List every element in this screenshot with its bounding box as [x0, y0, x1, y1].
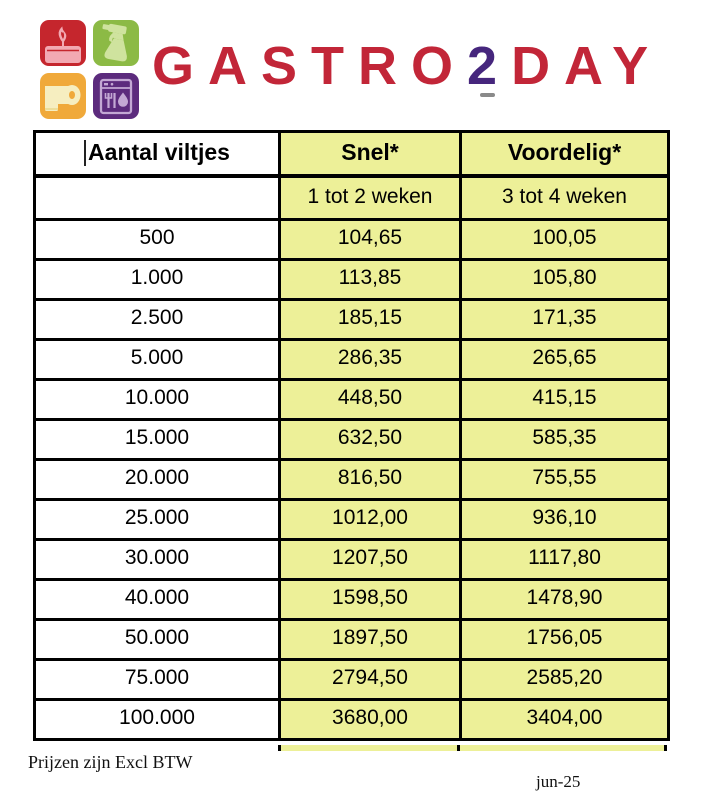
header-aantal-viltjes: Aantal viltjes: [36, 133, 281, 178]
voordelig-price-cell: 1117,80: [462, 541, 667, 581]
snel-price-cell: 113,85: [281, 261, 462, 301]
toilet-paper-icon: [40, 73, 86, 119]
aantal-cell: 2.500: [36, 301, 281, 341]
brand-prefix: GASTRO: [152, 36, 468, 96]
table-row: 15.000 632,50 585,35: [36, 421, 667, 461]
voordelig-price-cell: 100,05: [462, 221, 667, 261]
subheader-snel-leadtime: 1 tot 2 weken: [281, 178, 462, 221]
brand-suffix: DAY: [511, 36, 663, 96]
date-stamp: jun-25: [536, 772, 581, 791]
table-row: 30.000 1207,50 1117,80: [36, 541, 667, 581]
snel-price-cell: 104,65: [281, 221, 462, 261]
table-row: 40.000 1598,50 1478,90: [36, 581, 667, 621]
table-row: 1.000 113,85 105,80: [36, 261, 667, 301]
price-table: Aantal viltjes Snel* Voordelig* 1 tot 2 …: [33, 130, 670, 741]
header-aantal-label: Aantal viltjes: [88, 138, 230, 165]
snel-price-cell: 1012,00: [281, 501, 462, 541]
subheader-voordelig-leadtime: 3 tot 4 weken: [462, 178, 667, 221]
table-row: 10.000 448,50 415,15: [36, 381, 667, 421]
spray-bottle-icon: [93, 20, 139, 66]
header-voordelig: Voordelig*: [462, 133, 667, 178]
snel-price-cell: 2794,50: [281, 661, 462, 701]
header-snel: Snel*: [281, 133, 462, 178]
table-row: 100.000 3680,00 3404,00: [36, 701, 667, 738]
aantal-cell: 5.000: [36, 341, 281, 381]
voordelig-price-cell: 3404,00: [462, 701, 667, 738]
snel-price-cell: 1897,50: [281, 621, 462, 661]
table-row: 5.000 286,35 265,65: [36, 341, 667, 381]
voordelig-price-cell: 2585,20: [462, 661, 667, 701]
table-row: 20.000 816,50 755,55: [36, 461, 667, 501]
aantal-cell: 10.000: [36, 381, 281, 421]
brand-digit: 2: [467, 36, 512, 96]
snel-price-cell: 286,35: [281, 341, 462, 381]
voordelig-price-cell: 755,55: [462, 461, 667, 501]
snel-price-cell: 448,50: [281, 381, 462, 421]
voordelig-price-cell: 415,15: [462, 381, 667, 421]
wordmark-artifact: [480, 93, 495, 97]
voordelig-price-cell: 105,80: [462, 261, 667, 301]
snel-price-cell: 185,15: [281, 301, 462, 341]
aantal-cell: 20.000: [36, 461, 281, 501]
aantal-cell: 30.000: [36, 541, 281, 581]
table-body: 500 104,65 100,05 1.000 113,85 105,80 2.500 185…: [36, 221, 667, 738]
aantal-cell: 50.000: [36, 621, 281, 661]
logo: [40, 20, 140, 119]
aantal-cell: 25.000: [36, 501, 281, 541]
table-row: 50.000 1897,50 1756,05: [36, 621, 667, 661]
snel-price-cell: 1207,50: [281, 541, 462, 581]
voordelig-price-cell: 936,10: [462, 501, 667, 541]
table-subheader-row: 1 tot 2 weken 3 tot 4 weken: [36, 178, 667, 221]
table-row: 75.000 2794,50 2585,20: [36, 661, 667, 701]
aantal-cell: 40.000: [36, 581, 281, 621]
aantal-cell: 100.000: [36, 701, 281, 738]
aantal-cell: 75.000: [36, 661, 281, 701]
aantal-cell: 1.000: [36, 261, 281, 301]
snel-price-cell: 3680,00: [281, 701, 462, 738]
subheader-empty: [36, 178, 281, 221]
snel-price-cell: 816,50: [281, 461, 462, 501]
vat-note: Prijzen zijn Excl BTW: [28, 752, 193, 772]
aantal-cell: 15.000: [36, 421, 281, 461]
snel-price-cell: 632,50: [281, 421, 462, 461]
dishwasher-icon: [93, 73, 139, 119]
voordelig-price-cell: 1478,90: [462, 581, 667, 621]
snel-price-cell: 1598,50: [281, 581, 462, 621]
table-row: 500 104,65 100,05: [36, 221, 667, 261]
voordelig-price-cell: 265,65: [462, 341, 667, 381]
voordelig-price-cell: 1756,05: [462, 621, 667, 661]
text-caret: [84, 140, 87, 166]
column-divider: [457, 745, 460, 751]
table-row: 25.000 1012,00 936,10: [36, 501, 667, 541]
aantal-cell: 500: [36, 221, 281, 261]
table-yellow-overhang: [278, 745, 667, 751]
brand-wordmark: GASTRO2DAY: [152, 37, 662, 95]
candle-icon: [40, 20, 86, 66]
table-header-row: Aantal viltjes Snel* Voordelig*: [36, 133, 667, 178]
voordelig-price-cell: 171,35: [462, 301, 667, 341]
table-row: 2.500 185,15 171,35: [36, 301, 667, 341]
voordelig-price-cell: 585,35: [462, 421, 667, 461]
